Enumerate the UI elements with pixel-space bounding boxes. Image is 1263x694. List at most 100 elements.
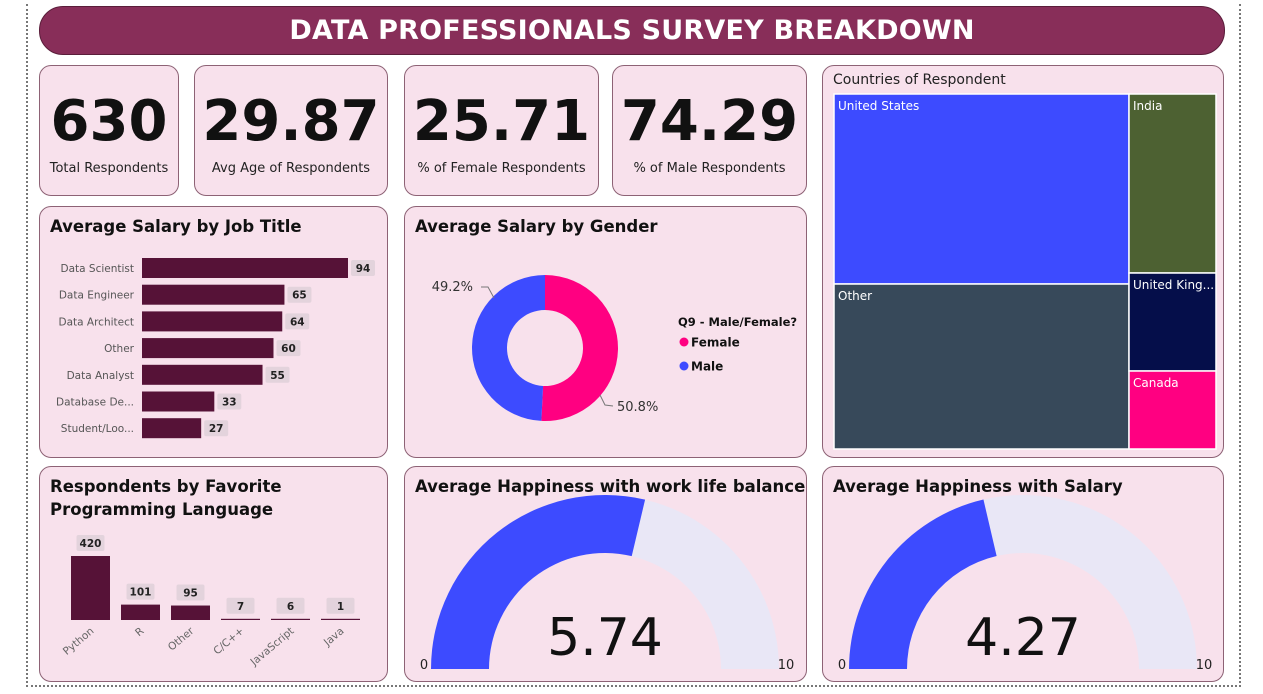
data-label-bg bbox=[276, 597, 305, 614]
salary-bar bbox=[142, 418, 202, 439]
bar-value-label: 64 bbox=[290, 316, 305, 328]
data-label-bg bbox=[276, 340, 301, 357]
kpi-card-avg-age[interactable]: 29.87 Avg Age of Respondents bbox=[194, 65, 388, 196]
kpi-value: 29.87 bbox=[202, 89, 380, 154]
happiness-worklife-gauge: 5.74 0 10 bbox=[420, 494, 795, 673]
chart-title: Average Salary by Job Title bbox=[50, 217, 302, 236]
bar-value-label: 94 bbox=[356, 263, 371, 275]
gauge-max-label: 10 bbox=[1196, 658, 1213, 673]
data-label-bg bbox=[176, 584, 205, 601]
happiness-salary-card[interactable]: Average Happiness with Salary 4.27 0 10 bbox=[822, 466, 1224, 682]
bar-category-label: Database De... bbox=[56, 397, 134, 409]
data-label-bg bbox=[226, 597, 255, 614]
legend-marker-female bbox=[679, 337, 689, 347]
countries-card[interactable]: Countries of Respondent United States Oth… bbox=[822, 65, 1224, 458]
slice-label-female: 50.8% bbox=[617, 400, 658, 415]
language-bar bbox=[221, 618, 260, 620]
data-label-bg bbox=[285, 313, 310, 330]
salary-bar bbox=[142, 258, 348, 278]
bar-value-label: 101 bbox=[130, 587, 152, 599]
bar-value-label: 27 bbox=[209, 423, 224, 435]
salary-bar bbox=[142, 364, 263, 385]
treemap-tile-label: United States bbox=[838, 99, 919, 113]
gauge-value: 5.74 bbox=[547, 608, 663, 668]
kpi-label: % of Female Respondents bbox=[417, 161, 586, 176]
kpi-value: 74.29 bbox=[620, 89, 799, 154]
treemap-tile-label: Canada bbox=[1133, 376, 1179, 390]
gauge-max-label: 10 bbox=[778, 658, 795, 673]
treemap-tile-label: India bbox=[1133, 99, 1162, 113]
bar-value-label: 6 bbox=[287, 601, 294, 613]
chart-title: Average Happiness with work life balance bbox=[415, 477, 806, 496]
kpi-label: Total Respondents bbox=[49, 161, 169, 176]
kpi-label: % of Male Respondents bbox=[633, 161, 786, 176]
bar-category-label: Data Scientist bbox=[61, 263, 135, 275]
kpi-card-female-pct[interactable]: 25.71 % of Female Respondents bbox=[404, 65, 599, 196]
treemap-tile bbox=[1128, 370, 1217, 450]
chart-title: Average Salary by Gender bbox=[415, 217, 658, 236]
kpi-card-total-respondents[interactable]: 630 Total Respondents bbox=[39, 65, 179, 196]
treemap-tile bbox=[833, 93, 1130, 285]
gauge-min-label: 0 bbox=[838, 658, 846, 673]
bar-category-label: R bbox=[133, 625, 146, 639]
language-bar bbox=[171, 605, 210, 620]
donut-slice-male bbox=[472, 275, 545, 421]
salary-bar bbox=[142, 391, 215, 412]
bar-value-label: 60 bbox=[281, 343, 296, 355]
chart-title: Countries of Respondent bbox=[833, 72, 1006, 88]
chart-title: Respondents by Favorite Programming Lang… bbox=[50, 477, 282, 519]
bar-category-label: Java bbox=[321, 625, 346, 649]
kpi-value: 630 bbox=[50, 89, 168, 154]
data-label-bg bbox=[265, 366, 290, 383]
data-label-bg bbox=[351, 260, 375, 276]
dashboard-title: DATA PROFESSIONALS SURVEY BREAKDOWN bbox=[39, 6, 1225, 55]
treemap-tile-label: Other bbox=[838, 289, 872, 303]
kpi-card-male-pct[interactable]: 74.29 % of Male Respondents bbox=[612, 65, 807, 196]
happiness-worklife-card[interactable]: Average Happiness with work life balance… bbox=[404, 466, 807, 682]
bar-value-label: 7 bbox=[237, 601, 244, 613]
salary-bar bbox=[142, 338, 274, 359]
data-label-bg bbox=[126, 583, 155, 600]
salary-by-gender-chart: 50.8% 49.2% Q9 - Male/Female? Female Male bbox=[432, 275, 797, 421]
bar-category-label: Data Analyst bbox=[67, 370, 134, 382]
language-bar bbox=[321, 618, 360, 620]
gauge-fill bbox=[849, 499, 997, 669]
programming-language-chart: 420 Python 101 R 95 Other 7 C/C++ 6 JavaScript 1 Ja… bbox=[61, 535, 360, 669]
callout-line bbox=[481, 286, 495, 299]
language-bar bbox=[121, 604, 160, 620]
salary-by-job-card[interactable]: Average Salary by Job Title Data Scienti… bbox=[39, 206, 388, 458]
bar-category-label: Student/Loo... bbox=[61, 423, 134, 435]
countries-treemap: United States Other India United King... Can… bbox=[833, 93, 1217, 450]
callout-line bbox=[599, 394, 614, 407]
bar-category-label: JavaScript bbox=[248, 625, 297, 669]
programming-language-card[interactable]: Respondents by Favorite Programming Lang… bbox=[39, 466, 388, 682]
bar-category-label: Data Architect bbox=[59, 316, 135, 328]
bar-value-label: 65 bbox=[292, 290, 307, 302]
kpi-value: 25.71 bbox=[412, 89, 591, 154]
bar-category-label: C/C++ bbox=[211, 625, 246, 657]
bar-value-label: 33 bbox=[222, 397, 237, 409]
legend-marker-male bbox=[679, 361, 689, 371]
salary-by-job-chart: Data Scientist 94 Data Engineer 65 Data Arch… bbox=[56, 258, 375, 439]
bar-category-label: Other bbox=[166, 625, 197, 654]
donut-slice-female bbox=[541, 275, 619, 421]
gauge-min-label: 0 bbox=[420, 658, 428, 673]
kpi-label: Avg Age of Respondents bbox=[211, 161, 371, 176]
gauge-fill bbox=[431, 494, 646, 669]
data-label-bg bbox=[204, 420, 229, 437]
bar-category-label: Data Engineer bbox=[59, 290, 135, 302]
bar-value-label: 1 bbox=[337, 601, 344, 613]
bar-value-label: 95 bbox=[183, 588, 198, 600]
bar-category-label: Python bbox=[61, 625, 97, 658]
language-bar bbox=[271, 618, 310, 620]
salary-bar bbox=[142, 311, 283, 332]
language-bar bbox=[71, 556, 110, 620]
data-label-bg bbox=[287, 286, 312, 303]
salary-by-gender-card[interactable]: Average Salary by Gender 50.8% 49.2% Q9 - … bbox=[404, 206, 807, 458]
bar-value-label: 55 bbox=[270, 370, 285, 382]
gauge-value: 4.27 bbox=[965, 608, 1081, 668]
bar-category-label: Other bbox=[104, 343, 134, 355]
slice-label-male: 49.2% bbox=[432, 280, 473, 295]
bar-value-label: 420 bbox=[80, 538, 102, 550]
treemap-tile bbox=[833, 283, 1130, 450]
